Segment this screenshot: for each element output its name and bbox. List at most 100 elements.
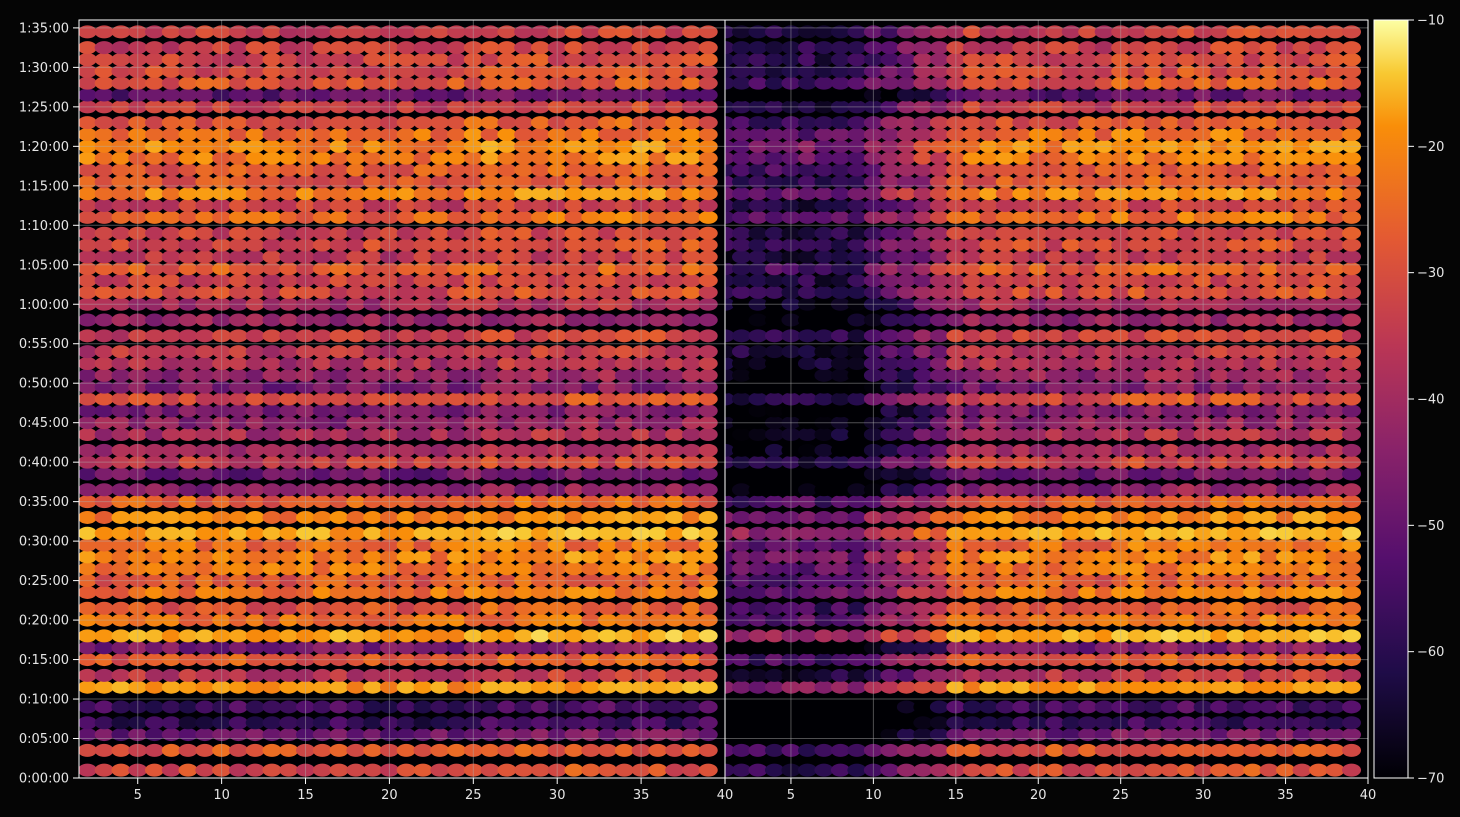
heat-cell <box>913 601 933 615</box>
heat-cell <box>145 574 165 588</box>
heat-cell <box>296 274 316 288</box>
heat-cell <box>413 139 433 153</box>
heat-cell <box>896 139 916 153</box>
heat-cell <box>748 274 768 288</box>
heat-cell <box>1243 574 1263 588</box>
heat-cell <box>1342 404 1362 418</box>
heat-cell <box>979 700 999 714</box>
heat-cell <box>962 743 982 757</box>
heat-cell <box>178 428 198 442</box>
heat-cell <box>913 238 933 252</box>
heat-cell <box>1342 151 1362 165</box>
heat-cell <box>1012 345 1032 359</box>
heat-cell <box>598 641 618 655</box>
heat-cell <box>946 680 966 694</box>
heat-cell <box>1193 550 1213 564</box>
heat-cell <box>1094 175 1114 189</box>
heat-cell <box>847 653 867 667</box>
y-tick-label: 1:05:00 <box>19 258 69 273</box>
heat-cell <box>212 455 232 469</box>
heat-cell <box>1144 562 1164 576</box>
heat-cell <box>847 356 867 370</box>
heat-cell <box>1325 380 1345 394</box>
heat-cell <box>111 700 131 714</box>
heat-cell <box>1061 495 1081 509</box>
heat-cell <box>430 250 450 264</box>
heat-cell <box>413 562 433 576</box>
heat-cell <box>1342 127 1362 141</box>
heat-cell <box>228 250 248 264</box>
heat-cell <box>228 700 248 714</box>
heat-cell <box>111 329 131 343</box>
heat-cell <box>598 601 618 615</box>
heat-cell <box>1193 250 1213 264</box>
heat-cell <box>929 613 949 627</box>
heat-cell <box>598 368 618 382</box>
heat-cell <box>962 64 982 78</box>
heat-cell <box>880 199 900 213</box>
heat-cell <box>863 392 883 406</box>
heat-cell <box>296 510 316 524</box>
heat-cell <box>296 550 316 564</box>
heat-cell <box>896 52 916 66</box>
heat-cell <box>1177 163 1197 177</box>
heat-cell <box>731 538 751 552</box>
heat-cell <box>1292 368 1312 382</box>
heat-cell <box>1342 274 1362 288</box>
heat-cell <box>396 210 416 224</box>
heat-cell <box>830 52 850 66</box>
heat-cell <box>379 668 399 682</box>
heat-cell <box>1160 175 1180 189</box>
heat-cell <box>1094 416 1114 430</box>
heat-cell <box>1276 467 1296 481</box>
heat-cell <box>1078 274 1098 288</box>
heat-cell <box>725 41 735 55</box>
heat-cell <box>1012 763 1032 777</box>
heat-cell <box>1127 526 1147 540</box>
heat-cell <box>94 680 114 694</box>
heat-cell <box>329 345 349 359</box>
heat-cell <box>731 52 751 66</box>
heat-cell <box>1094 495 1114 509</box>
heat-cell <box>329 392 349 406</box>
heat-cell <box>1127 641 1147 655</box>
heat-cell <box>262 743 282 757</box>
heat-cell <box>480 585 500 599</box>
heat-cell <box>128 127 148 141</box>
heat-cell <box>698 483 718 497</box>
heat-cell <box>1045 510 1065 524</box>
heat-cell <box>312 262 332 276</box>
heat-cell <box>781 238 801 252</box>
heat-cell <box>1177 443 1197 457</box>
heat-cell <box>312 64 332 78</box>
heat-cell <box>346 151 366 165</box>
heat-cell <box>245 574 265 588</box>
heat-cell <box>1342 700 1362 714</box>
heat-cell <box>1094 562 1114 576</box>
heat-cell <box>681 550 701 564</box>
heat-cell <box>1243 151 1263 165</box>
heat-cell <box>212 329 232 343</box>
heat-cell <box>430 728 450 742</box>
heat-cell <box>111 187 131 201</box>
heat-cell <box>497 700 517 714</box>
heat-cell <box>725 100 735 114</box>
heat-cell <box>1094 210 1114 224</box>
heat-cell <box>1028 345 1048 359</box>
heat-cell <box>614 613 634 627</box>
heat-cell <box>764 139 784 153</box>
heat-cell <box>1243 601 1263 615</box>
heat-cell <box>514 380 534 394</box>
heat-cell <box>614 392 634 406</box>
heat-cell <box>1193 613 1213 627</box>
heat-cell <box>145 175 165 189</box>
heat-cell <box>463 356 483 370</box>
heat-cell <box>329 538 349 552</box>
heat-cell <box>1160 716 1180 730</box>
heat-cell <box>178 467 198 481</box>
heat-cell <box>161 392 181 406</box>
heat-cell <box>547 680 567 694</box>
heat-cell <box>946 629 966 643</box>
heat-cell <box>547 380 567 394</box>
